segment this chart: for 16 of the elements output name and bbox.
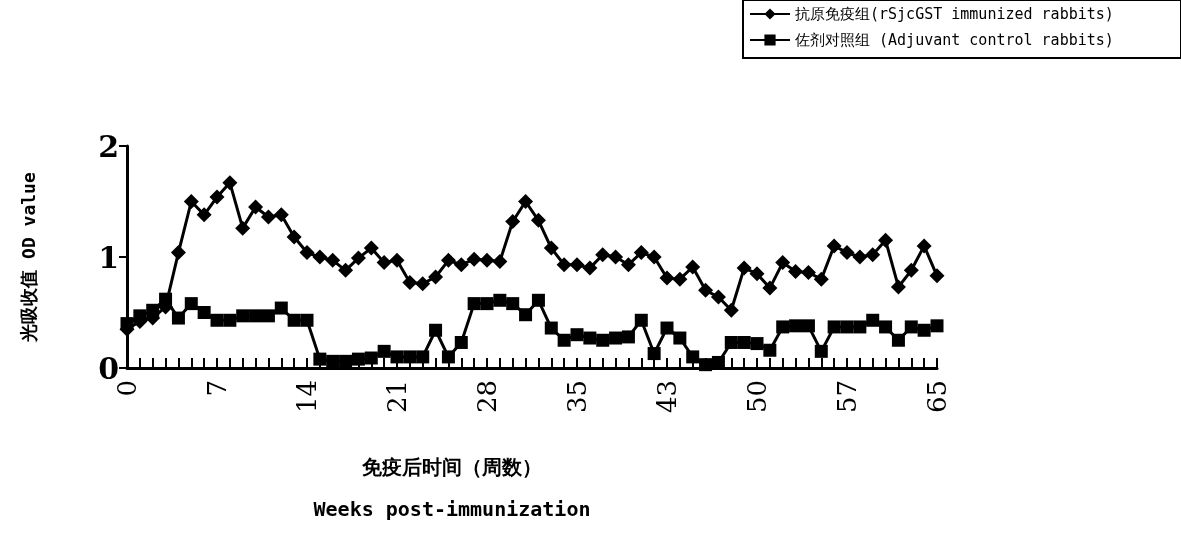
x-tick-label: 7 bbox=[202, 380, 232, 397]
x-tick-label: 57 bbox=[832, 380, 862, 414]
x-tick-label: 35 bbox=[562, 380, 592, 414]
legend-label: 佐剂对照组 (Adjuvant control rabbits) bbox=[795, 31, 1114, 49]
x-tick-label: 65 bbox=[922, 380, 952, 414]
y-tick-label: 1 bbox=[98, 239, 119, 275]
x-tick-label: 14 bbox=[292, 380, 322, 414]
x-tick-label: 50 bbox=[742, 380, 772, 414]
x-tick-label: 0 bbox=[112, 380, 142, 397]
legend-label: 抗原免疫组(rSjcGST immunized rabbits) bbox=[795, 5, 1114, 23]
x-tick-label: 28 bbox=[472, 380, 502, 414]
x-tick-label: 43 bbox=[652, 380, 682, 414]
x-axis-title: 免疫后时间（周数） Weeks post-immunization bbox=[313, 455, 591, 521]
x-tick-label: 21 bbox=[382, 380, 412, 414]
y-tick-label: 2 bbox=[98, 128, 119, 164]
y-axis-title: 光吸收值 OD value bbox=[17, 172, 39, 343]
